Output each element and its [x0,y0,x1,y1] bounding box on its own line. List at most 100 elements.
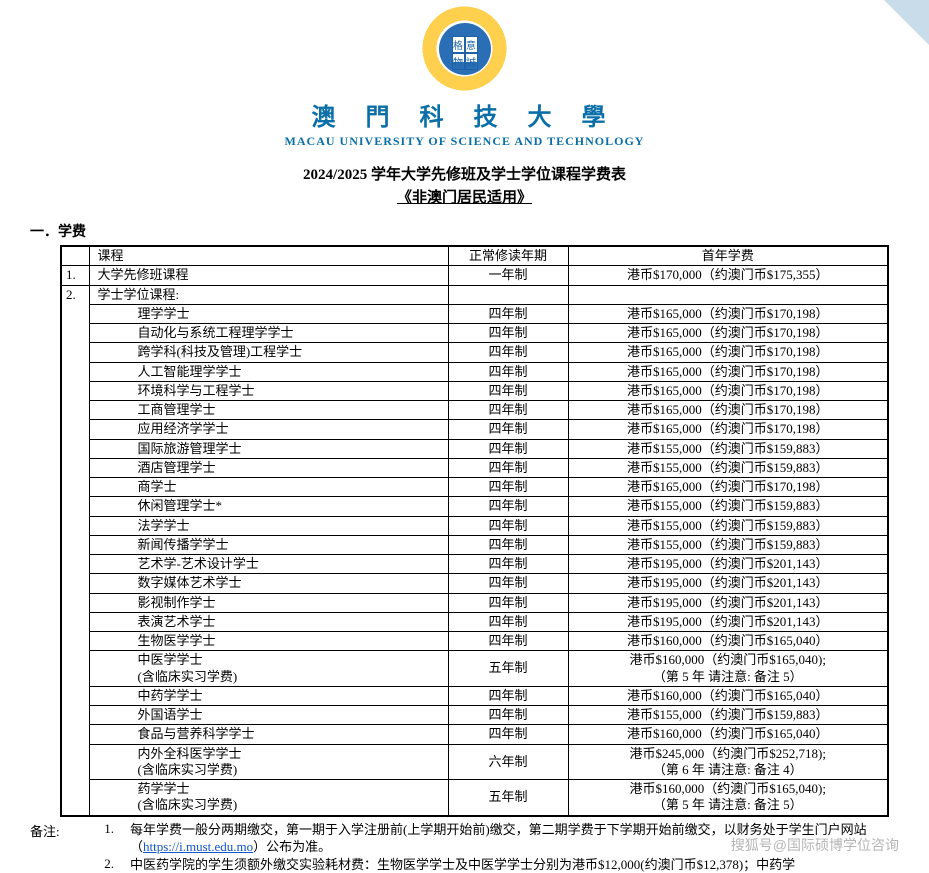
table-row: 国际旅游管理学士四年制港币$155,000（约澳门币$159,883） [61,439,888,458]
duration: 五年制 [448,780,568,816]
duration: 四年制 [448,535,568,554]
notes-label: 备注: [30,821,80,856]
duration: 四年制 [448,497,568,516]
table-row: 跨学科(科技及管理)工程学士四年制港币$165,000（约澳门币$170,198… [61,343,888,362]
col-program: 课程 [89,246,448,266]
fee: 港币$165,000（约澳门币$170,198） [568,420,888,439]
table-row: 休闲管理学士*四年制港币$155,000（约澳门币$159,883） [61,497,888,516]
fee: 港币$195,000（约澳门币$201,143） [568,612,888,631]
fee: 港币$160,000（约澳门币$165,040） [568,632,888,651]
program-name: 酒店管理学士 [89,458,448,477]
note-num: 1. [80,821,130,856]
fee: 港币$195,000（约澳门币$201,143） [568,593,888,612]
duration: 四年制 [448,362,568,381]
table-header-row: 课程 正常修读年期 首年学费 [61,246,888,266]
fee: 港币$160,000（约澳门币$165,040);（第 5 年 请注意: 备注 … [568,780,888,816]
tuition-table: 课程 正常修读年期 首年学费 1. 大学先修班课程 一年制 港币$170,000… [60,245,889,817]
table-row: 药学学士(含临床实习学费)五年制港币$160,000（约澳门币$165,040)… [61,780,888,816]
program-name: 食品与营养科学学士 [89,725,448,744]
col-duration: 正常修读年期 [448,246,568,266]
duration: 六年制 [448,744,568,780]
duration: 四年制 [448,725,568,744]
duration: 四年制 [448,574,568,593]
duration: 四年制 [448,420,568,439]
university-logo: 格 意 物 誠 [422,6,507,91]
program-group-title: 学士学位课程: [89,285,448,304]
university-name-cn: 澳 門 科 技 大 學 [0,97,929,132]
table-row: 中药学学士四年制港币$160,000（约澳门币$165,040） [61,686,888,705]
program-name: 国际旅游管理学士 [89,439,448,458]
program-name: 跨学科(科技及管理)工程学士 [89,343,448,362]
table-row: 酒店管理学士四年制港币$155,000（约澳门币$159,883） [61,458,888,477]
program-name: 数字媒体艺术学士 [89,574,448,593]
duration: 四年制 [448,458,568,477]
fee: 港币$195,000（约澳门币$201,143） [568,574,888,593]
table-row: 内外全科医学学士(含临床实习学费)六年制港币$245,000（约澳门币$252,… [61,744,888,780]
fee: 港币$160,000（约澳门币$165,040);（第 5 年 请注意: 备注 … [568,651,888,687]
program-name: 应用经济学学士 [89,420,448,439]
page-corner-fold [884,0,929,45]
logo-glyph: 格 [452,36,465,53]
duration: 四年制 [448,381,568,400]
duration: 四年制 [448,304,568,323]
fee: 港币$165,000（约澳门币$170,198） [568,304,888,323]
fee: 港币$170,000（约澳门币$175,355） [568,266,888,285]
university-name-en: MACAU UNIVERSITY OF SCIENCE AND TECHNOLO… [0,134,929,149]
fee: 港币$155,000（约澳门币$159,883） [568,497,888,516]
table-row: 食品与营养科学学士四年制港币$160,000（约澳门币$165,040） [61,725,888,744]
portal-link[interactable]: https://i.must.edu.mo [143,839,253,854]
logo-glyph: 物 [452,53,465,70]
table-row: 中医学学士(含临床实习学费)五年制港币$160,000（约澳门币$165,040… [61,651,888,687]
duration: 四年制 [448,401,568,420]
table-row: 工商管理学士四年制港币$165,000（约澳门币$170,198） [61,401,888,420]
fee: 港币$160,000（约澳门币$165,040） [568,686,888,705]
document-subtitle: 《非澳门居民适用》 [0,186,929,207]
col-fee: 首年学费 [568,246,888,266]
table-row: 法学学士四年制港币$155,000（约澳门币$159,883） [61,516,888,535]
logo-glyph: 意 [465,36,478,53]
duration: 四年制 [448,555,568,574]
program-name: 休闲管理学士* [89,497,448,516]
table-row: 1. 大学先修班课程 一年制 港币$170,000（约澳门币$175,355） [61,266,888,285]
program-name: 环境科学与工程学士 [89,381,448,400]
program-name: 工商管理学士 [89,401,448,420]
duration: 一年制 [448,266,568,285]
section-title: 一．学费 [0,221,929,241]
program-name: 中药学学士 [89,686,448,705]
duration: 五年制 [448,651,568,687]
program-name: 法学学士 [89,516,448,535]
program-name: 内外全科医学学士(含临床实习学费) [89,744,448,780]
duration: 四年制 [448,632,568,651]
fee: 港币$165,000（约澳门币$170,198） [568,381,888,400]
duration: 四年制 [448,324,568,343]
fee: 港币$155,000（约澳门币$159,883） [568,516,888,535]
table-row: 新闻传播学学士四年制港币$155,000（约澳门币$159,883） [61,535,888,554]
note-text: 中医药学院的学生须额外缴交实验耗材费：生物医学学士及中医学学士分别为港币$12,… [130,856,889,873]
fee: 港币$165,000（约澳门币$170,198） [568,478,888,497]
duration: 四年制 [448,343,568,362]
document-title: 2024/2025 学年大学先修班及学士学位课程学费表 [0,163,929,184]
duration: 四年制 [448,478,568,497]
program-name: 理学学士 [89,304,448,323]
note-num: 2. [80,856,130,873]
program-name: 中医学学士(含临床实习学费) [89,651,448,687]
program-name: 药学学士(含临床实习学费) [89,780,448,816]
duration: 四年制 [448,612,568,631]
program-name: 人工智能理学学士 [89,362,448,381]
table-row: 理学学士四年制港币$165,000（约澳门币$170,198） [61,304,888,323]
tuition-table-wrap: 课程 正常修读年期 首年学费 1. 大学先修班课程 一年制 港币$170,000… [0,245,929,817]
duration: 四年制 [448,686,568,705]
program-name: 商学士 [89,478,448,497]
program-name: 自动化与系统工程理学学士 [89,324,448,343]
table-row: 自动化与系统工程理学学士四年制港币$165,000（约澳门币$170,198） [61,324,888,343]
fee: 港币$165,000（约澳门币$170,198） [568,324,888,343]
program-name: 生物医学学士 [89,632,448,651]
duration: 四年制 [448,439,568,458]
table-row: 表演艺术学士四年制港币$195,000（约澳门币$201,143） [61,612,888,631]
note-row: 2. 中医药学院的学生须额外缴交实验耗材费：生物医学学士及中医学学士分别为港币$… [30,856,889,873]
program-name: 新闻传播学学士 [89,535,448,554]
table-row: 应用经济学学士四年制港币$165,000（约澳门币$170,198） [61,420,888,439]
table-row: 人工智能理学学士四年制港币$165,000（约澳门币$170,198） [61,362,888,381]
document-header: 格 意 物 誠 澳 門 科 技 大 學 MACAU UNIVERSITY OF … [0,0,929,207]
fee: 港币$155,000（约澳门币$159,883） [568,706,888,725]
